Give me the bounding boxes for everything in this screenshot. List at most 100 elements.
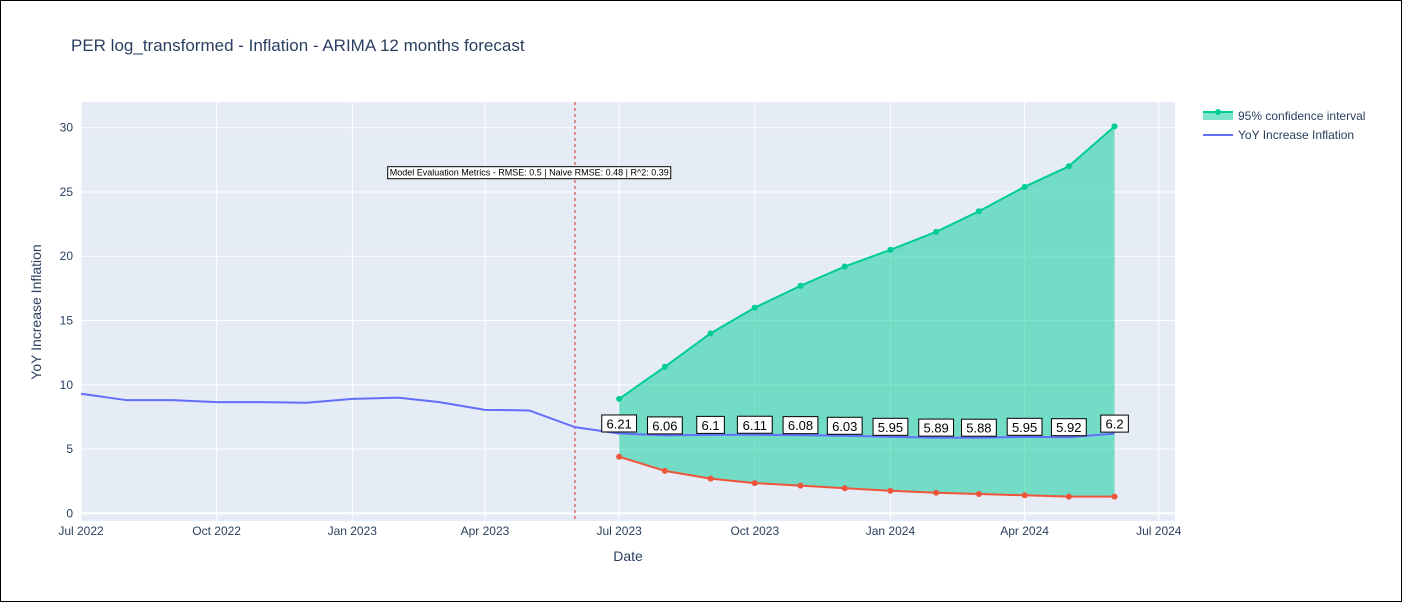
data-label-box: [1100, 414, 1129, 433]
legend-label: YoY Increase Inflation: [1238, 128, 1354, 142]
series-lines: [80, 123, 1118, 500]
upper-bound-point: [661, 363, 668, 370]
y-tick-label: 10: [60, 378, 74, 392]
data-label-text: 5.95: [878, 420, 903, 435]
data-label-text: 5.89: [923, 421, 948, 436]
data-label-box: [918, 418, 955, 437]
data-label-box: [601, 414, 638, 433]
upper-bound-point: [887, 246, 894, 253]
upper-bound-point: [1021, 183, 1028, 190]
data-label: 6.06: [646, 416, 683, 435]
data-label-text: 5.95: [1012, 420, 1037, 435]
data-label: 5.95: [872, 417, 909, 436]
data-label-box: [646, 416, 683, 435]
x-axis-title: Date: [613, 548, 643, 564]
lower-bound-point: [1111, 493, 1118, 500]
upper-bound-line: [618, 125, 1116, 400]
x-tick-label: Jul 2024: [1136, 524, 1182, 538]
x-tick-label: Apr 2023: [461, 524, 510, 538]
legend-item-inflation[interactable]: YoY Increase Inflation: [1203, 128, 1354, 142]
confidence-band: [619, 126, 1115, 497]
x-tick-label: Jul 2023: [596, 524, 642, 538]
upper-bound-point: [751, 304, 758, 311]
inflation-line: [80, 392, 1115, 439]
upper-bound-point: [1111, 123, 1118, 130]
lower-bound-point: [975, 491, 982, 498]
data-label-box: [696, 415, 725, 434]
lower-bound-point: [933, 489, 940, 496]
data-label-box: [872, 417, 909, 436]
upper-bound-point: [1065, 163, 1072, 170]
upper-bound-point: [975, 208, 982, 215]
lower-bound-point: [841, 485, 848, 492]
lower-bound-point: [797, 482, 804, 489]
data-label: 6.08: [782, 416, 819, 435]
data-label-box: [1006, 417, 1043, 436]
data-label-box: [736, 415, 773, 434]
x-tick-label: Oct 2022: [192, 524, 241, 538]
legend-item-confidence-interval[interactable]: 95% confidence interval: [1203, 109, 1365, 123]
data-label: 6.11: [736, 415, 773, 434]
x-tick-label: Oct 2023: [730, 524, 779, 538]
data-label: 6.21: [601, 414, 638, 433]
data-label-box: [826, 416, 863, 435]
lower-bound-point: [887, 487, 894, 494]
data-label-text: 6.21: [606, 416, 631, 431]
legend-label: 95% confidence interval: [1238, 109, 1365, 123]
data-label-box: [1050, 418, 1087, 437]
data-label: 6.1: [696, 415, 725, 434]
data-label-text: 5.88: [966, 421, 991, 436]
x-tick-label: Jul 2022: [58, 524, 104, 538]
lower-bound-point: [661, 467, 668, 474]
lower-bound-point: [1021, 492, 1028, 499]
legend-swatch-band: [1203, 112, 1233, 120]
upper-bound-point: [616, 395, 623, 402]
y-tick-label: 0: [66, 506, 73, 520]
x-tick-label: Apr 2024: [1000, 524, 1049, 538]
y-tick-label: 15: [60, 313, 74, 327]
upper-bound-point: [933, 228, 940, 235]
confidence-band-area: [619, 126, 1115, 497]
metrics-box: [387, 166, 672, 180]
y-tick-label: 30: [60, 121, 74, 135]
lower-bound-point: [707, 475, 714, 482]
data-label: 5.88: [961, 418, 997, 437]
legend-swatch-marker: [1215, 109, 1221, 115]
data-label: 5.92: [1050, 418, 1087, 437]
metrics-text: Model Evaluation Metrics - RMSE: 0.5 | N…: [390, 168, 669, 178]
lower-bound-line: [618, 455, 1115, 498]
data-label-text: 6.11: [743, 418, 767, 433]
data-label-box: [961, 418, 997, 437]
metrics-annotation: Model Evaluation Metrics - RMSE: 0.5 | N…: [387, 166, 672, 180]
upper-bound-point: [707, 330, 714, 337]
data-label: 5.95: [1006, 417, 1043, 436]
y-axis-ticks: 0 5 10 15 20 25 30: [60, 121, 74, 521]
lower-bound-point: [751, 480, 758, 487]
data-label-text: 6.1: [702, 418, 720, 433]
y-tick-label: 25: [60, 185, 74, 199]
x-tick-label: Jan 2024: [866, 524, 916, 538]
data-label-text: 6.2: [1106, 417, 1124, 432]
data-label: 6.2: [1100, 414, 1129, 433]
data-label-text: 6.03: [832, 419, 857, 434]
lower-bound-point: [616, 453, 623, 460]
data-label: 6.03: [826, 416, 863, 435]
data-label: 5.89: [918, 418, 955, 437]
x-tick-label: Jan 2023: [328, 524, 378, 538]
data-label-box: [782, 416, 819, 435]
lower-bound-point: [1065, 493, 1072, 500]
upper-bound-point: [797, 282, 804, 289]
legend[interactable]: 95% confidence interval YoY Increase Infl…: [1203, 109, 1365, 142]
data-label-text: 6.08: [788, 418, 813, 433]
y-tick-label: 20: [60, 249, 74, 263]
chart-title: PER log_transformed - Inflation - ARIMA …: [71, 36, 525, 55]
x-axis-ticks: Jul 2022 Oct 2022 Jan 2023 Apr 2023 Jul 2023…: [58, 524, 1181, 538]
upper-bound-point: [841, 263, 848, 270]
data-label-text: 5.92: [1056, 420, 1081, 435]
data-label-text: 6.06: [652, 418, 677, 433]
y-tick-label: 5: [66, 442, 73, 456]
y-axis-title: YoY Increase Inflation: [28, 244, 44, 379]
data-labels: 6.21 6.06 6.1 6.11 6.08 6.03 5.95 5.89 5.88 5.95 5…: [601, 414, 1129, 437]
